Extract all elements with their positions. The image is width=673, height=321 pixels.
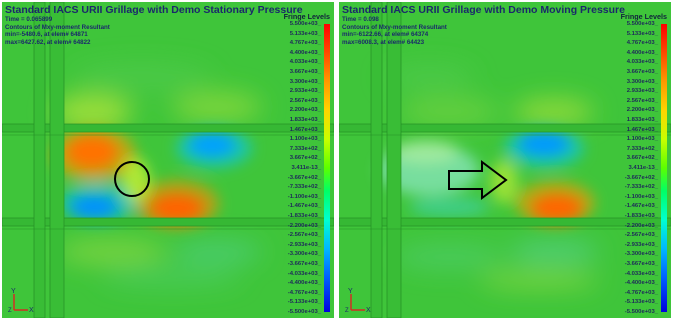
left-axis-y: Y: [11, 288, 16, 295]
left-legend-level: 2.933e+03_: [289, 88, 321, 95]
right-legend-level: 1.833e+03_: [626, 117, 658, 123]
left-legend-level: -3.300e+03_: [287, 251, 321, 258]
left-legend-level: -3.667e+02_: [287, 174, 321, 181]
left-max: max=6427.62, at elem# 64822: [5, 38, 91, 46]
left-legend-level: 5.133e+03_: [289, 30, 321, 37]
right-axis-y: Y: [348, 288, 353, 295]
left-legend-level: 3.300e+03_: [289, 78, 321, 85]
left-legend-level: -7.333e+02_: [287, 184, 321, 191]
right-legend-level: 3.667e+02_: [626, 155, 658, 162]
right-legend-level: -3.300e+03_: [624, 251, 658, 258]
left-legend-level: 3.411e-13_: [291, 165, 321, 171]
right-legend-title: Fringe Levels: [620, 12, 667, 21]
left-legend-colorbar: [324, 24, 330, 312]
right-fringe-legend: Fringe Levels 5.500e+03_ 5.133e+03_ 4.767e…: [595, 12, 667, 315]
right-legend-level: -3.667e+03_: [624, 261, 658, 267]
right-legend-level: 7.333e+02_: [626, 145, 658, 152]
right-legend-level: -5.133e+03_: [624, 299, 658, 306]
right-legend-level: 2.200e+03_: [626, 107, 658, 114]
left-axis-triad-icon: Y Z X: [8, 288, 34, 314]
left-legend-level: 4.767e+03_: [289, 40, 321, 47]
left-legend-level: -5.500e+03_: [287, 309, 321, 315]
right-legend-level: 2.567e+03_: [626, 97, 658, 104]
left-legend-level: 2.567e+03_: [289, 97, 321, 104]
left-legend-level: -5.133e+03_: [287, 299, 321, 306]
left-legend-level: -1.833e+03_: [287, 213, 321, 219]
left-legend-level: -1.467e+03_: [287, 203, 321, 210]
right-legend-level: -2.933e+03_: [624, 241, 658, 248]
right-axis-x: X: [366, 307, 371, 314]
right-legend-level: -4.033e+03_: [624, 270, 658, 277]
left-legend-level: 4.400e+03_: [289, 49, 321, 56]
right-axis-triad-icon: Y Z X: [345, 288, 371, 314]
left-legend-level: 3.667e+02_: [289, 155, 321, 162]
right-legend-level: 2.933e+03_: [626, 88, 658, 95]
right-legend-level: 1.467e+03_: [626, 126, 658, 133]
right-legend-level: -3.667e+02_: [624, 174, 658, 181]
left-legend-labels: 5.500e+03_ 5.133e+03_ 4.767e+03_ 4.400e+03_…: [261, 21, 321, 315]
right-legend-level: -1.467e+03_: [624, 203, 658, 210]
right-legend-level: 3.411e-13_: [628, 165, 658, 171]
left-header: Standard IACS URII Grillage with Demo St…: [5, 4, 303, 46]
right-legend-level: -2.567e+03_: [624, 232, 658, 239]
left-time: Time = 0.065899: [5, 16, 53, 24]
left-fringe-legend: Fringe Levels 5.500e+03_ 5.133e+03_ 4.767e…: [258, 12, 330, 315]
right-legend-level: -1.833e+03_: [624, 213, 658, 219]
left-axis-x: X: [29, 307, 34, 314]
left-legend-level: -2.567e+03_: [287, 232, 321, 239]
right-legend-level: -5.500e+03_: [624, 309, 658, 315]
right-legend-level: 4.767e+03_: [626, 40, 658, 47]
left-contour-plot: [2, 2, 334, 318]
left-legend-level: -2.933e+03_: [287, 241, 321, 248]
left-viewport[interactable]: Standard IACS URII Grillage with Demo St…: [2, 2, 334, 318]
right-min: min=-6122.66, at elem# 64374: [342, 31, 429, 39]
right-contour-plot: [339, 2, 671, 318]
right-legend-level: 4.400e+03_: [626, 49, 658, 56]
right-header: Standard IACS URII Grillage with Demo Mo…: [342, 4, 625, 46]
left-legend-level: 4.033e+03_: [289, 59, 321, 66]
left-legend-level: -4.767e+03_: [287, 289, 321, 296]
left-min: min=-5480.6, at elem# 64871: [5, 31, 88, 39]
right-legend-level: -2.200e+03_: [624, 222, 658, 229]
left-legend-level: 5.500e+03_: [289, 21, 321, 27]
right-axis-z: Z: [345, 308, 349, 314]
right-legend-level: 4.033e+03_: [626, 59, 658, 66]
left-legend-level: 7.333e+02_: [289, 145, 321, 152]
left-legend-level: 2.200e+03_: [289, 107, 321, 114]
right-legend-level: -4.767e+03_: [624, 289, 658, 296]
left-legend-level: -4.400e+03_: [287, 280, 321, 287]
right-legend-level: -4.400e+03_: [624, 280, 658, 287]
right-legend-level: 3.667e+03_: [626, 69, 658, 75]
right-title: Standard IACS URII Grillage with Demo Mo…: [342, 4, 625, 16]
right-viewport[interactable]: Standard IACS URII Grillage with Demo Mo…: [339, 2, 671, 318]
right-legend-level: -7.333e+02_: [624, 184, 658, 191]
right-legend-colorbar: [661, 24, 667, 312]
right-legend-level: 3.300e+03_: [626, 78, 658, 85]
left-legend-level: -3.667e+03_: [287, 261, 321, 267]
left-legend-title: Fringe Levels: [283, 12, 330, 21]
right-legend-level: 5.133e+03_: [626, 30, 658, 37]
right-max: max=6008.3, at elem# 64423: [342, 38, 425, 46]
left-legend-level: -4.033e+03_: [287, 270, 321, 277]
right-contours: Contours of Mxy-moment Resultant: [342, 23, 447, 31]
left-legend-level: -1.100e+03_: [287, 193, 321, 200]
left-contours: Contours of Mxy-moment Resultant: [5, 23, 110, 31]
right-legend-labels: 5.500e+03_ 5.133e+03_ 4.767e+03_ 4.400e+03_…: [598, 21, 658, 315]
right-time: Time = 0.098: [342, 16, 379, 24]
left-legend-level: 1.833e+03_: [289, 117, 321, 123]
left-axis-z: Z: [8, 308, 12, 314]
left-title: Standard IACS URII Grillage with Demo St…: [5, 4, 303, 16]
right-legend-level: 5.500e+03_: [626, 21, 658, 27]
left-legend-level: 1.467e+03_: [289, 126, 321, 133]
right-legend-level: -1.100e+03_: [624, 193, 658, 200]
right-legend-level: 1.100e+03_: [626, 136, 658, 143]
left-legend-level: 1.100e+03_: [289, 136, 321, 143]
left-legend-level: -2.200e+03_: [287, 222, 321, 229]
left-legend-level: 3.667e+03_: [289, 69, 321, 75]
